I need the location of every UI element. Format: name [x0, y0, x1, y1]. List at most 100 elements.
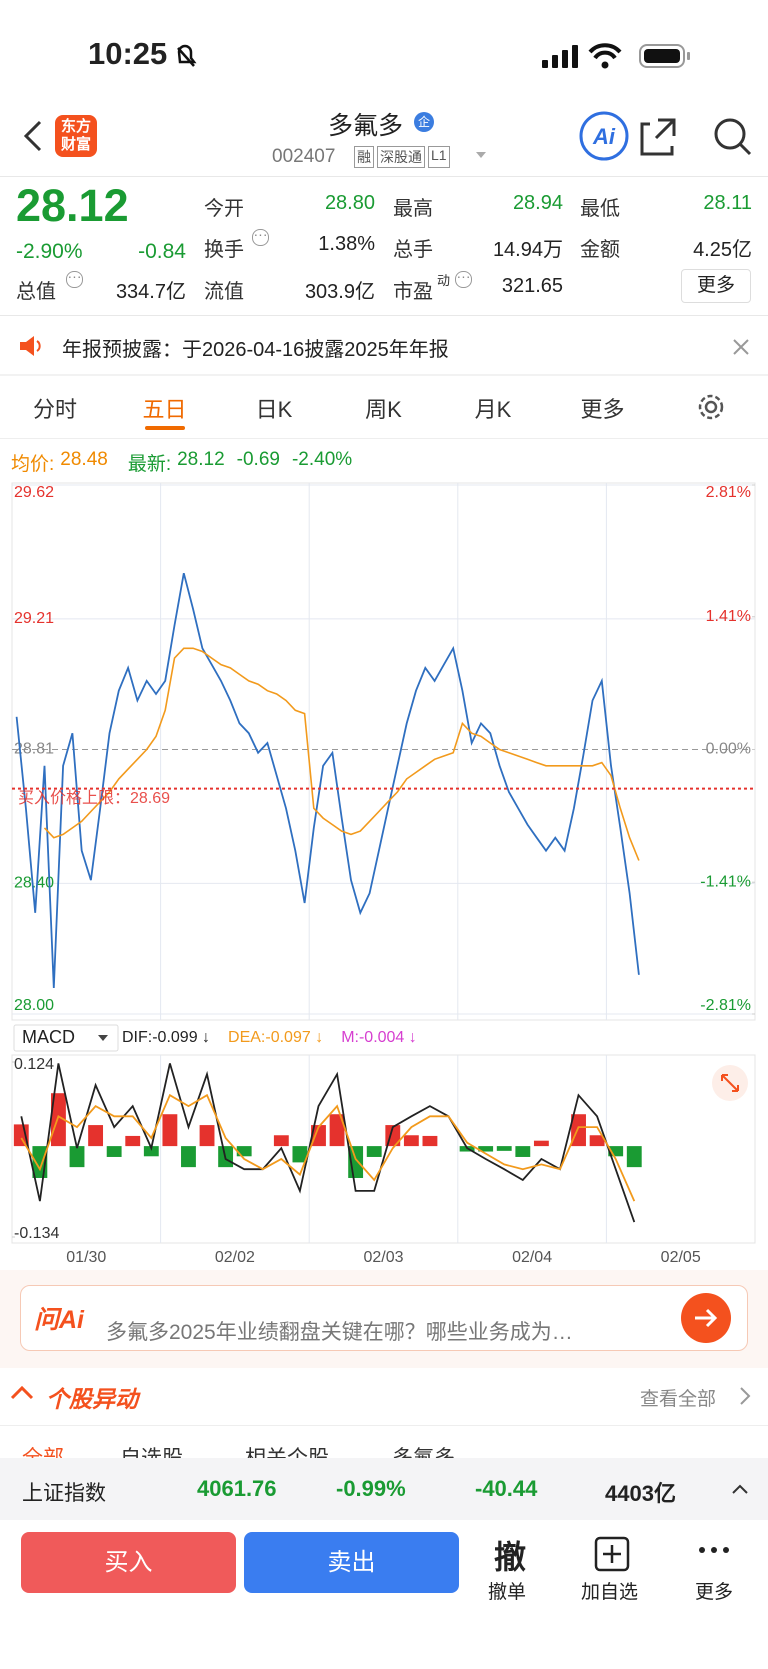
macd-line [20, 1093, 636, 1202]
macd-bar [143, 1146, 159, 1157]
ai-send[interactable] [681, 1293, 731, 1343]
latest-label: 最新: [127, 454, 172, 475]
x-tick-label: 02/04 [512, 1249, 552, 1266]
back-button[interactable] [20, 118, 50, 154]
movers-tab[interactable]: 多氟多 [392, 1442, 455, 1458]
macd-bar [403, 1135, 419, 1147]
macd-bar [125, 1135, 141, 1147]
stat-label: 总手 [393, 239, 433, 261]
ai-button[interactable]: Ai [579, 111, 629, 161]
y2-tick-label: -1.41% [700, 873, 751, 890]
index-bar[interactable] [0, 1458, 768, 1520]
notice-text[interactable]: 年报预披露：于2026-04-16披露2025年年报 [62, 339, 449, 361]
last-price: 28.12 [16, 180, 129, 231]
divider [0, 1425, 768, 1426]
share-button[interactable] [640, 118, 676, 156]
chart-tab[interactable]: 分时 [32, 397, 78, 422]
stat-value: 303.9亿 [304, 281, 375, 303]
more-label[interactable]: 更多 [695, 1582, 734, 1603]
chart-tab[interactable]: 日K [255, 397, 293, 422]
macd-bar [51, 1093, 66, 1147]
watch-label[interactable]: 加自选 [581, 1582, 639, 1603]
more-button[interactable]: 更多 [681, 269, 751, 303]
macd-frame [11, 1054, 756, 1244]
cancel-icon[interactable]: 撤 [493, 1539, 526, 1575]
y2-tick-label: 0.00% [706, 741, 751, 758]
y-tick-label: 0.124 [14, 1056, 54, 1073]
logo-text: 财富 [60, 136, 91, 153]
movers-tab[interactable]: 相关个股 [245, 1442, 329, 1458]
macd-bar [515, 1146, 531, 1157]
chart-tab[interactable]: 五日 [142, 397, 187, 422]
charts: 29.62 29.21 28.81 28.40 28.00 2.81% 1.41% 0.00%… [11, 482, 756, 1266]
buy-button[interactable]: 买入 [21, 1532, 236, 1593]
stat-value: 1.38% [318, 233, 375, 255]
latest-change-pct: -2.40% [291, 449, 353, 470]
chart-tab[interactable]: 月K [474, 397, 512, 422]
status-icons [177, 43, 690, 69]
x-tick-label: 01/30 [66, 1249, 106, 1266]
stat-label: 换手 [204, 239, 244, 261]
latest-change: -0.69 [236, 449, 280, 470]
more-icon[interactable] [696, 1543, 732, 1557]
index-expand[interactable] [730, 1482, 750, 1496]
avg-line [43, 647, 640, 861]
stat-value: 28.94 [512, 192, 563, 214]
sell-button[interactable]: 卖出 [244, 1532, 459, 1593]
macd-bar [292, 1146, 308, 1163]
change: -0.84 [138, 240, 186, 263]
macd-bar [626, 1146, 642, 1168]
price-line [15, 572, 640, 988]
search-button[interactable] [714, 118, 752, 156]
movers-tab[interactable]: 全部 [22, 1442, 64, 1458]
x-tick-label: 02/02 [215, 1249, 255, 1266]
watch-icon[interactable] [594, 1536, 630, 1572]
chart-tab[interactable]: 更多 [580, 397, 625, 422]
info-icon[interactable]: ··· [66, 269, 83, 288]
macd-bar [273, 1135, 289, 1147]
stat-label: 金额 [580, 239, 620, 261]
y2-tick-label: 2.81% [706, 484, 751, 501]
stat-value: 28.80 [324, 192, 375, 214]
settings-icon[interactable] [696, 392, 726, 422]
ai-input[interactable] [20, 1285, 748, 1351]
x-tick-label: 02/03 [363, 1249, 403, 1266]
y2-tick-label: 1.41% [706, 608, 751, 625]
plot-frame [11, 482, 756, 1021]
stat-label: 最高 [393, 198, 433, 220]
tab-underline [144, 426, 185, 430]
code-dropdown[interactable] [474, 150, 488, 160]
cancel-label[interactable]: 撤单 [488, 1582, 527, 1603]
stat-value: 321.65 [501, 275, 563, 297]
index-change-pct: -0.99% [336, 1476, 406, 1501]
tag: 融 [354, 146, 374, 168]
movers-tab[interactable]: 自选股 [120, 1442, 183, 1458]
stat-label: 市盈 [393, 281, 433, 303]
info-icon[interactable]: ··· [455, 269, 472, 288]
y-tick-label: 28.40 [14, 875, 54, 892]
legend-entry: DIF:-0.099 ↓ [122, 1029, 210, 1046]
notice-close[interactable] [732, 338, 750, 356]
chart-tab[interactable]: 周K [365, 397, 402, 422]
index-price: 4061.76 [197, 1476, 277, 1501]
stat-value: 334.7亿 [115, 281, 186, 303]
stat-value: 4.25亿 [693, 239, 752, 261]
ai-prompt[interactable]: 多氟多2025年业绩翻盘关键在哪？哪些业务成为… [106, 1321, 573, 1344]
collapse-icon[interactable] [10, 1384, 34, 1402]
stock-name: 多氟多 [328, 112, 404, 140]
app-logo[interactable]: 东方 财富 [55, 115, 97, 157]
svg-text:Ai: Ai [592, 124, 616, 149]
stat-label: 最低 [580, 198, 620, 220]
stock-code: 002407 [272, 146, 336, 167]
stat-value: 28.11 [703, 192, 752, 214]
macd-bar [311, 1125, 326, 1147]
divider [0, 374, 768, 376]
speaker-icon [20, 336, 41, 356]
info-icon[interactable]: ··· [252, 227, 269, 246]
macd-bar [366, 1146, 382, 1157]
y-tick-label: 29.21 [14, 610, 54, 627]
macd-bar [571, 1114, 586, 1147]
x-tick-label: 02/05 [661, 1249, 701, 1266]
view-all[interactable]: 查看全部 [640, 1389, 717, 1410]
